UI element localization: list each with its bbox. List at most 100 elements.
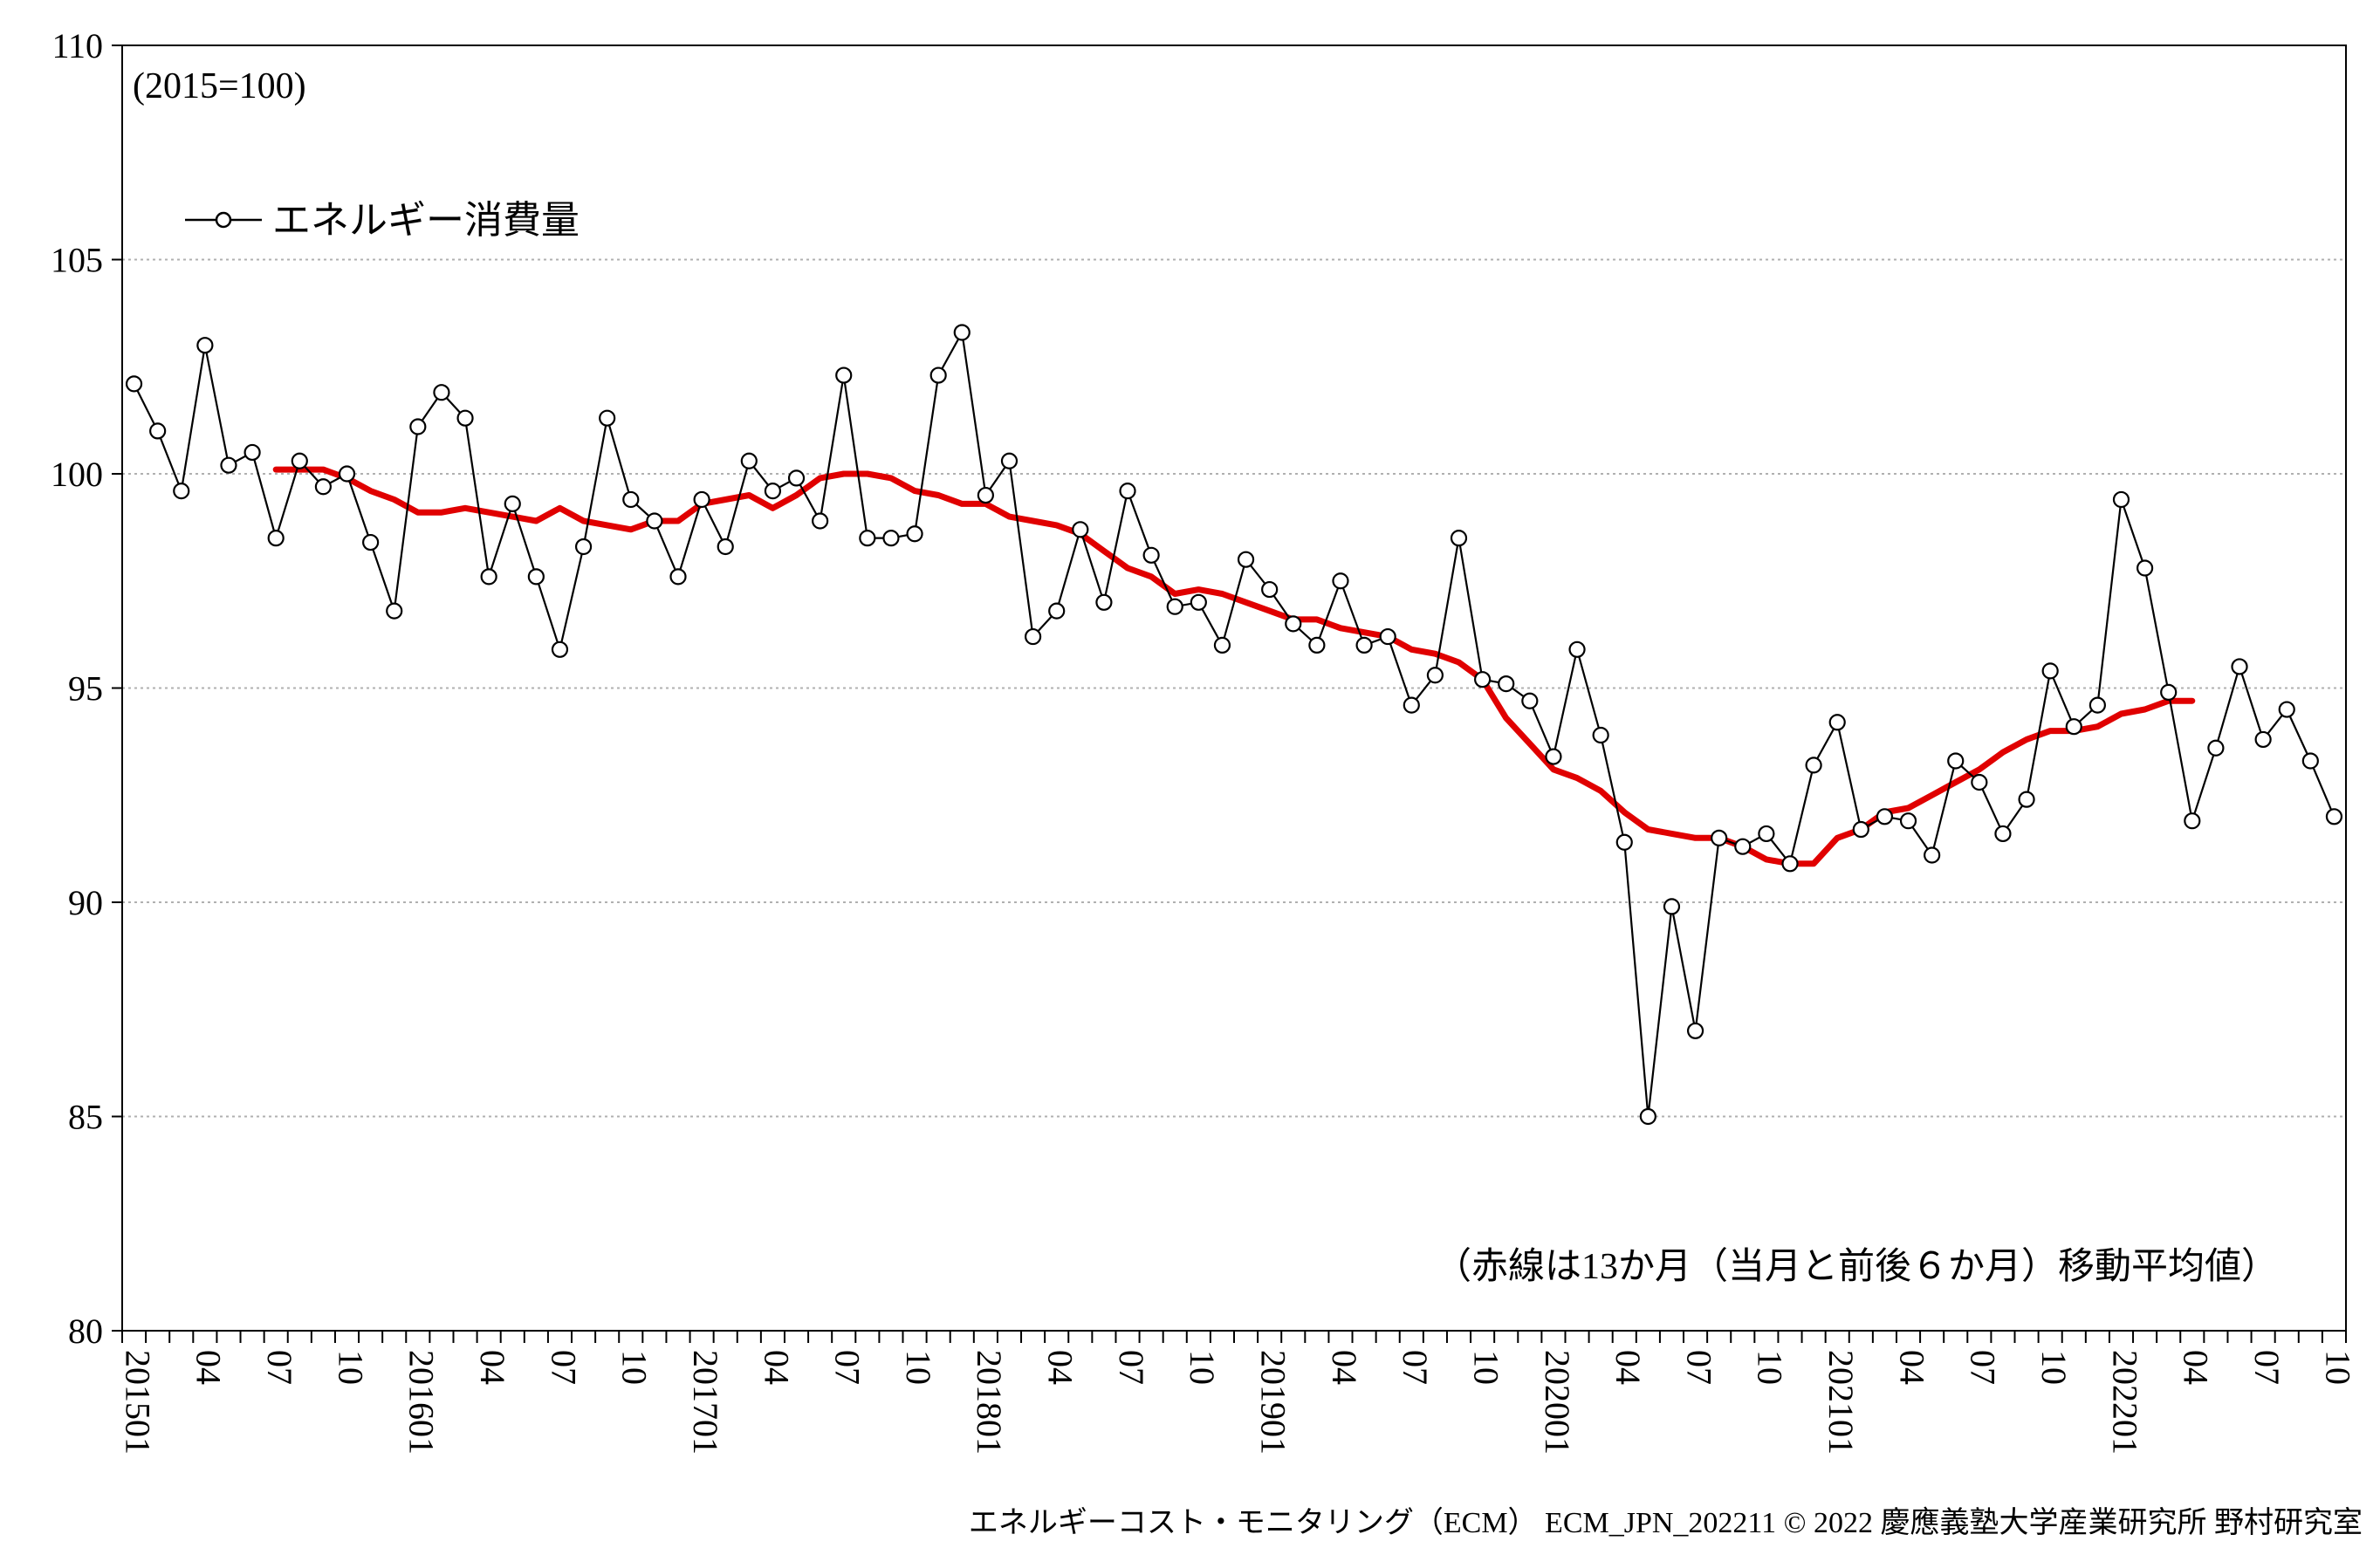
data-point bbox=[2065, 718, 2082, 736]
data-point bbox=[1781, 855, 1799, 873]
data-point bbox=[2160, 683, 2178, 702]
data-point bbox=[1521, 692, 1539, 709]
data-point bbox=[1947, 752, 1965, 770]
data-point bbox=[1095, 593, 1113, 611]
data-point bbox=[1498, 675, 1515, 693]
data-point bbox=[1734, 838, 1752, 855]
data-point bbox=[1142, 546, 1160, 564]
x-tick-label: 07 bbox=[1964, 1350, 2003, 1385]
data-point bbox=[1403, 696, 1420, 714]
data-point bbox=[362, 533, 380, 551]
x-tick-label: 04 bbox=[189, 1350, 229, 1385]
data-point bbox=[527, 568, 545, 586]
x-tick-label: 10 bbox=[899, 1350, 938, 1385]
x-tick-label: 201801 bbox=[970, 1350, 1009, 1455]
data-point bbox=[1615, 833, 1633, 851]
y-tick-label: 110 bbox=[51, 26, 103, 65]
data-point bbox=[2018, 791, 2035, 808]
x-tick-label: 201501 bbox=[118, 1350, 157, 1455]
data-point bbox=[574, 538, 593, 556]
data-point bbox=[2325, 808, 2343, 825]
data-point bbox=[1000, 452, 1019, 469]
x-axis: 201501 04 07 10 201601 04 07 10 201701 04 07 10 2018… bbox=[118, 1331, 2357, 1455]
x-tick-label: 04 bbox=[1041, 1350, 1080, 1385]
data-point bbox=[1828, 714, 1846, 731]
x-tick-label: 202201 bbox=[2105, 1350, 2144, 1455]
footer-credit: エネルギーコスト・モニタリング（ECM） ECM_JPN_202211 © 20… bbox=[968, 1507, 2363, 1539]
data-point bbox=[2184, 812, 2201, 830]
data-point bbox=[1426, 667, 1444, 684]
data-point bbox=[1072, 521, 1089, 538]
x-tick-label: 07 bbox=[1112, 1350, 1151, 1385]
y-axis: 80 85 90 95 100 105 110 bbox=[51, 26, 122, 1351]
base-note: (2015=100) bbox=[133, 66, 306, 106]
data-point bbox=[1852, 820, 1869, 839]
legend: エネルギー消費量 bbox=[185, 199, 580, 242]
data-point bbox=[196, 337, 214, 354]
data-point bbox=[2231, 658, 2248, 675]
data-point bbox=[2089, 696, 2106, 714]
x-tick-label: 10 bbox=[2318, 1350, 2357, 1385]
data-point bbox=[2207, 739, 2225, 757]
x-tick-label: 07 bbox=[260, 1350, 299, 1385]
data-point bbox=[1639, 1107, 1656, 1126]
data-point bbox=[1379, 627, 1396, 646]
data-point bbox=[1048, 602, 1066, 620]
data-point bbox=[2041, 662, 2059, 680]
moving-average-line bbox=[272, 466, 2196, 867]
data-point bbox=[1024, 627, 1042, 646]
data-point bbox=[409, 418, 427, 435]
y-tick-label: 90 bbox=[68, 883, 103, 922]
data-point bbox=[1166, 598, 1183, 615]
data-point bbox=[2112, 490, 2130, 509]
x-tick-label: 202101 bbox=[1821, 1350, 1861, 1455]
data-point bbox=[1924, 846, 1941, 864]
data-point bbox=[764, 483, 782, 500]
y-tick-label: 95 bbox=[68, 669, 103, 709]
data-point bbox=[386, 602, 403, 620]
data-point bbox=[2301, 752, 2319, 770]
data-point bbox=[456, 409, 474, 427]
legend-circle-marker bbox=[215, 211, 232, 229]
data-point bbox=[1994, 825, 2012, 843]
x-tick-label: 202001 bbox=[1538, 1350, 1577, 1455]
data-point bbox=[740, 452, 758, 469]
data-point bbox=[504, 495, 521, 512]
data-point bbox=[314, 478, 333, 496]
data-point bbox=[787, 469, 806, 487]
x-tick-label: 04 bbox=[473, 1350, 512, 1385]
data-point bbox=[1119, 483, 1136, 500]
data-point bbox=[906, 525, 923, 543]
x-tick-label: 04 bbox=[1608, 1350, 1648, 1385]
data-point bbox=[1308, 636, 1326, 654]
data-point bbox=[882, 530, 900, 547]
x-tick-label: 10 bbox=[331, 1350, 370, 1385]
energy-consumption-line bbox=[133, 329, 2335, 1117]
data-point bbox=[551, 640, 569, 658]
data-point bbox=[2278, 701, 2295, 718]
y-tick-label: 100 bbox=[51, 455, 103, 494]
x-tick-label: 10 bbox=[1183, 1350, 1222, 1385]
data-point bbox=[480, 568, 497, 586]
y-tick-label: 85 bbox=[68, 1098, 103, 1137]
data-point bbox=[1686, 1022, 1704, 1039]
data-point bbox=[717, 538, 734, 556]
data-point bbox=[267, 530, 285, 547]
x-tick-label: 04 bbox=[1325, 1350, 1364, 1385]
data-point bbox=[599, 409, 616, 427]
data-point bbox=[1663, 898, 1681, 915]
x-tick-label: 10 bbox=[615, 1350, 655, 1385]
gridlines bbox=[122, 258, 2346, 1118]
data-point bbox=[1758, 825, 1775, 843]
data-point bbox=[173, 483, 190, 500]
data-point bbox=[646, 512, 663, 530]
data-point bbox=[1876, 808, 1894, 825]
data-point bbox=[669, 568, 687, 586]
data-point bbox=[2254, 730, 2272, 749]
data-point bbox=[977, 486, 994, 504]
data-point bbox=[1213, 636, 1231, 654]
x-tick-label: 07 bbox=[1396, 1350, 1435, 1385]
data-point bbox=[693, 490, 710, 509]
data-point bbox=[1592, 726, 1609, 744]
x-tick-label: 04 bbox=[1892, 1350, 1931, 1385]
